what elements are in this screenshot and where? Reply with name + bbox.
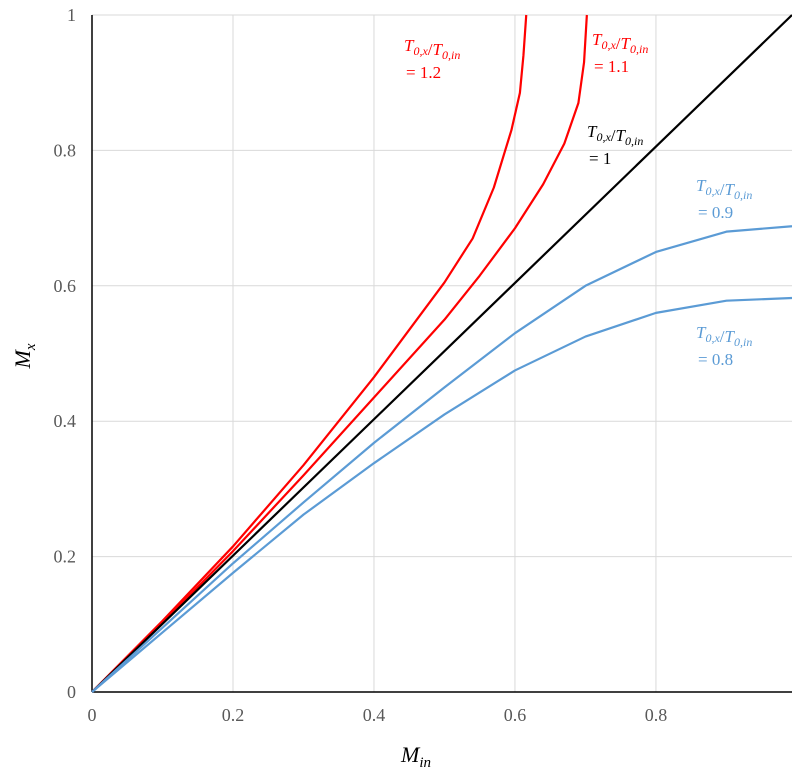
y-tick-label: 1 bbox=[67, 5, 76, 25]
x-tick-label: 0.8 bbox=[645, 705, 668, 725]
annotation-value: = 1.1 bbox=[594, 57, 629, 76]
x-axis-title: Min bbox=[400, 742, 431, 771]
x-tick-label: 0.4 bbox=[363, 705, 386, 725]
annotation-ann-1.2: T0,x/T0,in= 1.2 bbox=[404, 36, 460, 82]
axes bbox=[91, 15, 792, 693]
annotation-ann-1.1: T0,x/T0,in= 1.1 bbox=[592, 30, 648, 76]
annotation-ann-0.8: T0,x/T0,in= 0.8 bbox=[696, 323, 752, 369]
annotation-ratio: T0,x/T0,in bbox=[587, 122, 643, 148]
series-group bbox=[91, 14, 792, 693]
y-tick-label: 0.6 bbox=[54, 276, 77, 296]
annotation-value: = 0.9 bbox=[698, 203, 733, 222]
series-line-ratio-0.9 bbox=[91, 225, 792, 693]
x-tick-label: 0.2 bbox=[222, 705, 245, 725]
x-tick-label: 0 bbox=[88, 705, 97, 725]
tick-labels: 0 0.2 0.4 0.6 0.8 0 0.2 0.4 0.6 0.8 1 bbox=[54, 5, 668, 725]
y-axis-title: Mx bbox=[10, 343, 39, 369]
series-line-ratio-1.2 bbox=[91, 14, 528, 693]
annotation-ratio: T0,x/T0,in bbox=[592, 30, 648, 56]
y-axis-title-sub: x bbox=[23, 343, 39, 351]
y-axis-title-base: M bbox=[10, 349, 35, 370]
annotations: T0,x/T0,in= 1.2T0,x/T0,in= 1.1T0,x/T0,in… bbox=[404, 30, 752, 369]
series-line-ratio-1.1 bbox=[91, 14, 588, 693]
grid bbox=[92, 14, 792, 692]
y-tick-label: 0.4 bbox=[54, 411, 77, 431]
annotation-value: = 0.8 bbox=[698, 350, 733, 369]
series-line-ratio-1 bbox=[91, 14, 792, 693]
annotation-ann-1: T0,x/T0,in= 1 bbox=[587, 122, 643, 168]
annotation-ann-0.9: T0,x/T0,in= 0.9 bbox=[696, 176, 752, 222]
x-axis-title-base: M bbox=[400, 742, 421, 767]
y-tick-label: 0.2 bbox=[54, 547, 77, 567]
x-tick-label: 0.6 bbox=[504, 705, 527, 725]
annotation-value: = 1 bbox=[589, 149, 611, 168]
series-line-ratio-0.8 bbox=[91, 296, 792, 693]
annotation-ratio: T0,x/T0,in bbox=[696, 323, 752, 349]
annotation-value: = 1.2 bbox=[406, 63, 441, 82]
annotation-ratio: T0,x/T0,in bbox=[696, 176, 752, 202]
annotation-ratio: T0,x/T0,in bbox=[404, 36, 460, 62]
y-tick-label: 0 bbox=[67, 682, 76, 702]
x-axis-title-sub: in bbox=[419, 755, 431, 771]
y-tick-label: 0.8 bbox=[54, 140, 77, 160]
